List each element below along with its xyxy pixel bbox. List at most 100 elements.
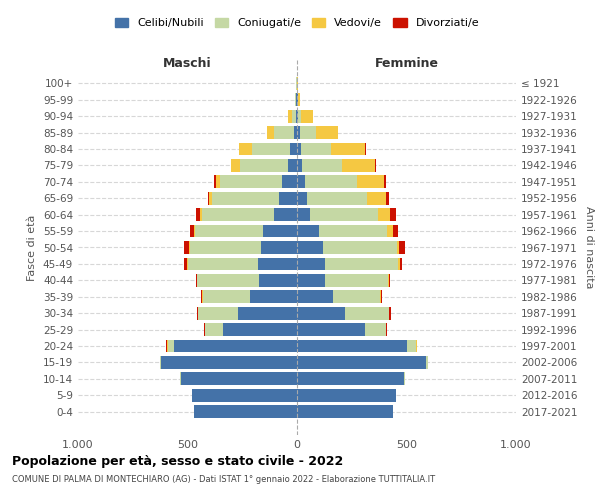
Bar [297,126,300,139]
Bar [297,405,394,418]
Bar [195,224,263,237]
Bar [296,94,297,106]
Bar [325,274,388,286]
Bar [357,176,383,188]
Bar [399,241,406,254]
Bar [298,94,300,106]
Bar [310,208,378,221]
Bar [250,290,297,303]
Bar [167,340,168,352]
Bar [181,372,297,385]
Bar [188,241,190,254]
Bar [298,110,301,122]
Bar [387,224,394,237]
Bar [214,176,216,188]
Bar [223,323,297,336]
Bar [323,241,397,254]
Bar [307,192,367,204]
Bar [194,405,297,418]
Bar [197,274,259,286]
Bar [297,389,395,402]
Bar [305,176,357,188]
Bar [194,224,195,237]
Bar [426,356,428,368]
Bar [380,290,381,303]
Bar [168,340,175,352]
Text: Maschi: Maschi [163,58,212,70]
Bar [389,274,390,286]
Bar [297,274,325,286]
Bar [184,241,188,254]
Bar [297,340,407,352]
Bar [220,176,281,188]
Bar [386,323,387,336]
Bar [297,176,305,188]
Bar [200,208,202,221]
Bar [383,176,386,188]
Bar [196,208,200,221]
Bar [297,372,404,385]
Bar [333,290,380,303]
Bar [386,192,389,204]
Bar [367,192,386,204]
Bar [365,142,366,156]
Bar [297,356,426,368]
Bar [232,159,240,172]
Text: COMUNE DI PALMA DI MONTECHIARO (AG) - Dati ISTAT 1° gennaio 2022 - Elaborazione : COMUNE DI PALMA DI MONTECHIARO (AG) - Da… [12,475,435,484]
Bar [297,323,365,336]
Bar [342,159,375,172]
Bar [280,192,297,204]
Bar [268,126,274,139]
Bar [209,192,212,204]
Text: Femmine: Femmine [374,58,439,70]
Bar [397,241,399,254]
Bar [416,340,417,352]
Bar [297,142,301,156]
Bar [297,94,298,106]
Bar [204,323,205,336]
Bar [187,258,257,270]
Bar [301,142,331,156]
Bar [288,159,297,172]
Bar [190,224,194,237]
Bar [325,258,398,270]
Bar [160,356,161,368]
Bar [205,323,223,336]
Bar [295,94,296,106]
Bar [216,176,220,188]
Bar [190,241,261,254]
Legend: Celibi/Nubili, Coniugati/e, Vedovi/e, Divorziati/e: Celibi/Nubili, Coniugati/e, Vedovi/e, Di… [110,13,484,32]
Bar [184,258,187,270]
Bar [378,208,390,221]
Bar [208,192,209,204]
Bar [201,290,202,303]
Bar [389,306,391,320]
Bar [281,176,297,188]
Bar [259,274,297,286]
Bar [263,224,297,237]
Bar [297,224,319,237]
Bar [388,274,389,286]
Bar [196,274,197,286]
Y-axis label: Anni di nascita: Anni di nascita [584,206,594,289]
Bar [375,159,376,172]
Y-axis label: Fasce di età: Fasce di età [28,214,37,280]
Bar [365,323,386,336]
Bar [252,142,290,156]
Bar [274,208,297,221]
Bar [297,110,298,122]
Bar [319,224,387,237]
Bar [300,126,316,139]
Bar [390,208,395,221]
Bar [292,110,296,122]
Bar [274,126,294,139]
Bar [261,241,297,254]
Bar [257,258,297,270]
Bar [297,241,323,254]
Bar [400,258,402,270]
Bar [302,159,342,172]
Bar [316,126,338,139]
Bar [297,159,302,172]
Bar [175,340,297,352]
Bar [290,142,297,156]
